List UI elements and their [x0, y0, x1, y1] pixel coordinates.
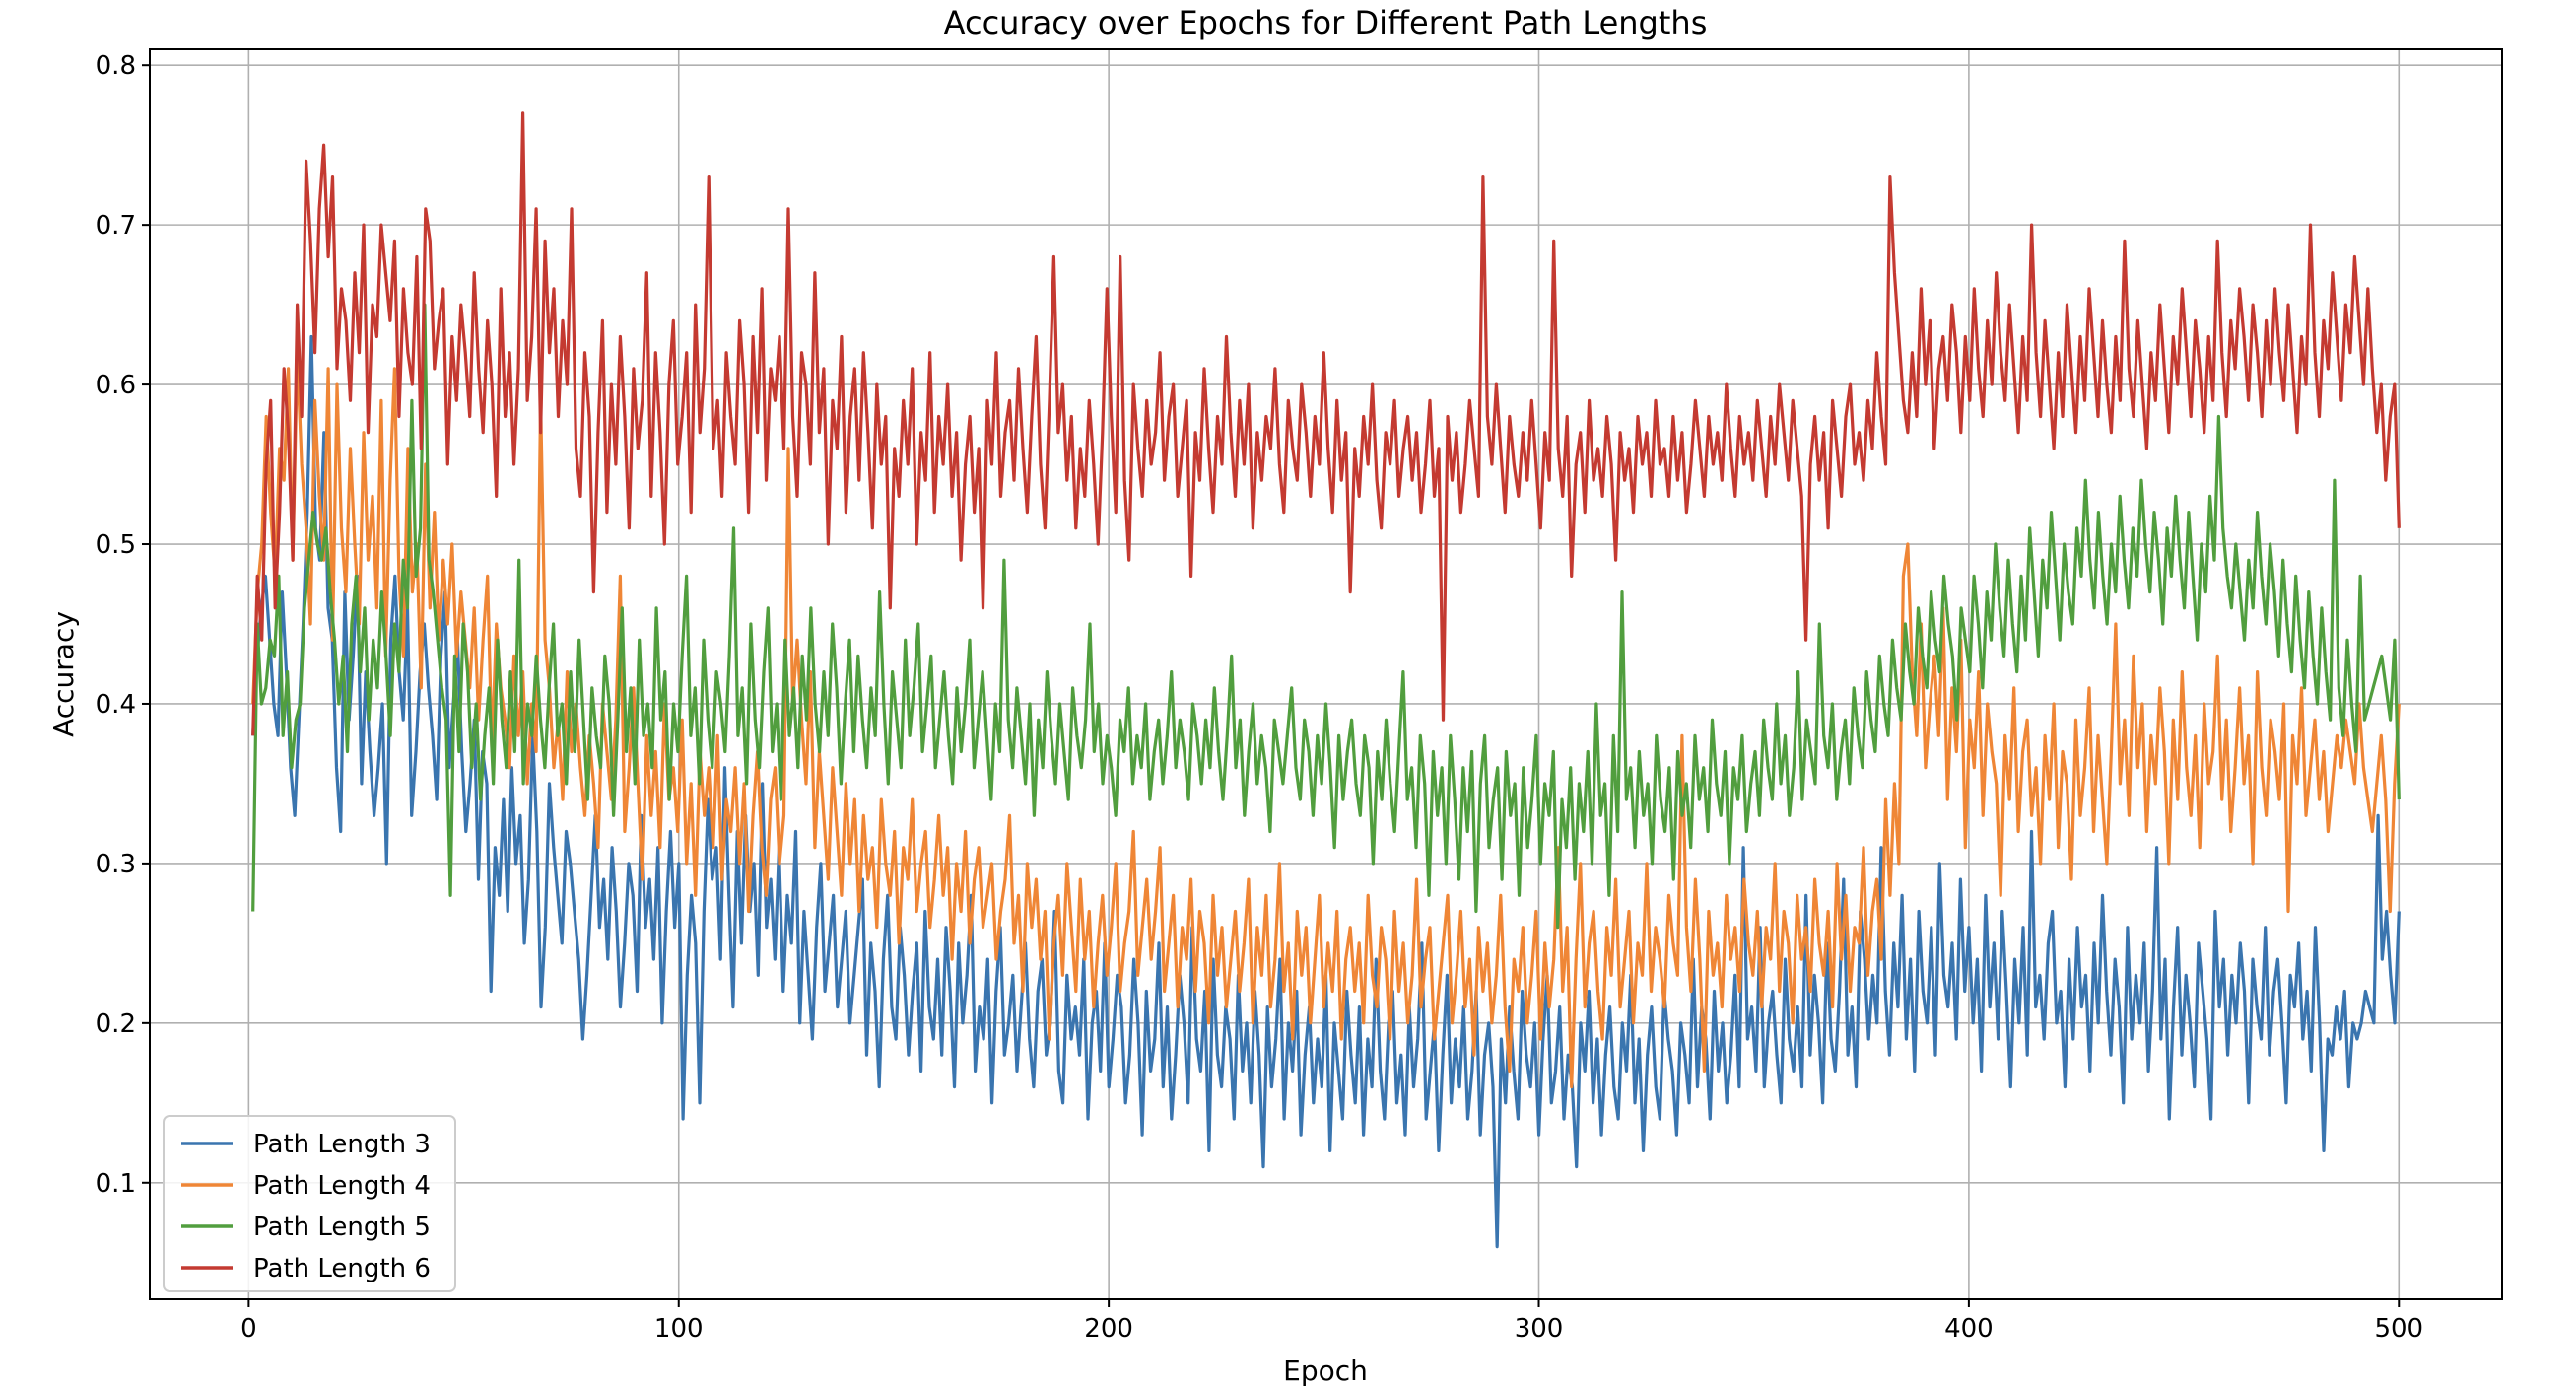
x-axis-label: Epoch: [1283, 1354, 1368, 1386]
x-tick-label: 300: [1515, 1314, 1564, 1344]
legend-label: Path Length 4: [253, 1171, 431, 1201]
x-axis-ticks: 0 100 200 300 400 500: [240, 1299, 2423, 1344]
legend-label: Path Length 5: [253, 1213, 431, 1242]
plot-frame: [149, 48, 2503, 1300]
series-lines: [251, 111, 2401, 1249]
x-tick-label: 100: [654, 1314, 704, 1344]
y-tick-label: 0.5: [96, 530, 136, 560]
y-tick-label: 0.7: [96, 211, 136, 241]
legend-label: Path Length 6: [253, 1254, 431, 1283]
legend-label: Path Length 3: [253, 1130, 431, 1159]
series-line-5: [251, 303, 2401, 930]
y-tick-label: 0.8: [96, 51, 136, 81]
series-line-6: [251, 111, 2401, 736]
x-tick-label: 400: [1944, 1314, 1994, 1344]
x-tick-label: 0: [240, 1314, 257, 1344]
y-tick-label: 0.6: [96, 371, 136, 400]
y-axis-label: Accuracy: [47, 611, 80, 737]
legend: Path Length 3 Path Length 4 Path Length 5 P…: [163, 1115, 456, 1292]
y-tick-label: 0.2: [96, 1009, 136, 1039]
plot-background: [150, 49, 2502, 1299]
y-tick-label: 0.1: [96, 1169, 136, 1199]
x-tick-label: 500: [2374, 1314, 2423, 1344]
series-line-4: [251, 351, 2401, 1089]
y-axis-ticks: 0.1 0.2 0.3 0.4 0.5 0.6 0.7 0.8: [96, 51, 150, 1199]
y-tick-label: 0.4: [96, 690, 136, 720]
y-tick-label: 0.3: [96, 850, 136, 879]
legend-box: [163, 1115, 456, 1292]
x-tick-label: 200: [1084, 1314, 1133, 1344]
chart-title: Accuracy over Epochs for Different Path …: [944, 4, 1708, 41]
